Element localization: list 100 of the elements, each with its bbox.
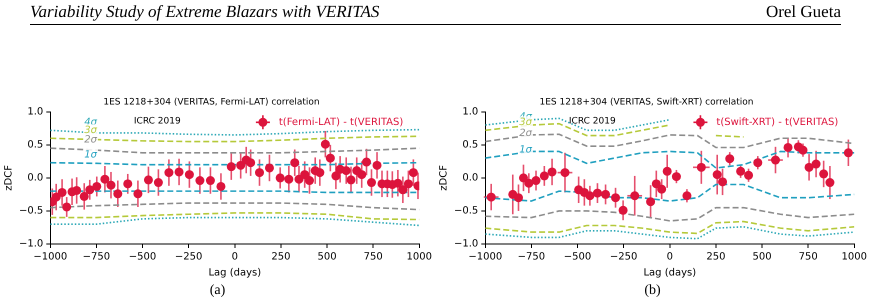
line-series bbox=[485, 226, 854, 240]
point bbox=[300, 170, 310, 180]
point bbox=[804, 162, 814, 172]
point bbox=[85, 185, 94, 194]
point bbox=[80, 192, 89, 201]
point bbox=[518, 173, 528, 182]
point bbox=[404, 179, 413, 188]
point bbox=[305, 176, 314, 186]
point bbox=[812, 160, 821, 169]
text: t(Swift-XRT) - t(VERITAS) bbox=[716, 116, 838, 128]
point bbox=[372, 160, 382, 170]
point bbox=[276, 173, 285, 182]
y-tick-label: 1.0 bbox=[27, 106, 44, 118]
series-label: 3σ bbox=[84, 124, 98, 136]
point bbox=[255, 168, 264, 178]
x-axis-title: Lag (days) bbox=[208, 268, 262, 279]
point bbox=[611, 193, 620, 202]
point bbox=[662, 166, 672, 176]
text: Orel Gueta bbox=[766, 2, 841, 22]
point bbox=[560, 168, 570, 178]
point bbox=[408, 168, 418, 178]
text: (a) bbox=[208, 283, 226, 299]
point bbox=[315, 168, 324, 178]
text: Variability Study of Extreme Blazars with VERITAS bbox=[30, 2, 380, 22]
point bbox=[195, 176, 204, 186]
point bbox=[524, 178, 534, 188]
point bbox=[106, 180, 116, 190]
point bbox=[62, 202, 72, 212]
y-tick-label: −1.0 bbox=[454, 238, 478, 250]
point bbox=[601, 190, 610, 199]
point bbox=[682, 191, 692, 200]
point bbox=[164, 168, 174, 178]
point bbox=[646, 197, 656, 206]
y-tick-label: 0.5 bbox=[27, 139, 44, 150]
point bbox=[246, 158, 256, 168]
x-tick-label: 0 bbox=[232, 252, 238, 263]
point bbox=[284, 174, 294, 184]
chart-title: 1ES 1218+304 (VERITAS, Swift-XRT) correlation bbox=[540, 98, 754, 108]
point bbox=[320, 140, 330, 149]
series-label: 1σ bbox=[519, 144, 533, 156]
point bbox=[753, 158, 762, 168]
x-tick-label: 0 bbox=[666, 252, 673, 263]
x-tick-label: −1000 bbox=[468, 252, 502, 263]
text: (b) bbox=[643, 283, 662, 299]
x-tick-label: 500 bbox=[752, 252, 772, 263]
point bbox=[100, 174, 110, 184]
line-series bbox=[485, 220, 854, 234]
x-axis-title: Lag (days) bbox=[643, 268, 696, 279]
y-tick-label: −0.5 bbox=[18, 206, 44, 217]
point bbox=[718, 177, 728, 186]
x-tick-label: −250 bbox=[174, 252, 202, 263]
point bbox=[398, 185, 408, 194]
x-tick-label: 750 bbox=[798, 252, 818, 263]
series-label: 1σ bbox=[84, 149, 98, 160]
y-tick-label: 0.0 bbox=[462, 172, 478, 184]
point bbox=[184, 170, 194, 180]
point bbox=[326, 154, 335, 163]
point bbox=[712, 170, 722, 180]
x-tick-label: −1000 bbox=[33, 252, 68, 263]
point bbox=[72, 186, 82, 195]
point bbox=[174, 167, 184, 176]
point bbox=[123, 179, 132, 188]
point bbox=[92, 182, 102, 191]
point bbox=[672, 172, 681, 182]
x-tick-label: −250 bbox=[610, 252, 638, 263]
point bbox=[216, 182, 226, 191]
point bbox=[52, 192, 61, 202]
point bbox=[206, 176, 215, 186]
y-tick-label: 0.0 bbox=[27, 172, 44, 184]
point bbox=[770, 156, 780, 165]
point bbox=[290, 158, 300, 168]
point bbox=[825, 178, 834, 188]
text: t(Fermi-LAT) - t(VERITAS) bbox=[278, 116, 404, 128]
point bbox=[725, 154, 734, 164]
point bbox=[264, 163, 274, 172]
point bbox=[696, 162, 706, 172]
point bbox=[366, 178, 376, 188]
point bbox=[744, 170, 754, 180]
y-tick-label: −0.5 bbox=[454, 206, 478, 217]
x-tick-label: −750 bbox=[518, 252, 546, 263]
x-tick-label: 500 bbox=[317, 252, 337, 263]
x-tick-label: 750 bbox=[364, 252, 383, 263]
series-label: 2σ bbox=[519, 128, 533, 140]
point bbox=[784, 142, 793, 152]
point bbox=[657, 184, 666, 194]
point bbox=[736, 166, 746, 176]
y-axis-title: zDCF bbox=[4, 164, 15, 191]
point bbox=[540, 171, 549, 180]
x-tick-label: −750 bbox=[82, 252, 110, 263]
series-label: 3σ bbox=[519, 116, 533, 128]
chart-title: 1ES 1218+304 (VERITAS, Fermi-LAT) correlation bbox=[103, 98, 320, 108]
x-tick-label: 1000 bbox=[406, 252, 432, 263]
point bbox=[486, 192, 496, 202]
point bbox=[592, 188, 602, 198]
y-tick-label: −1.0 bbox=[18, 238, 44, 250]
point bbox=[154, 178, 163, 188]
point bbox=[357, 170, 366, 180]
point bbox=[819, 169, 828, 178]
y-tick-label: 0.5 bbox=[462, 139, 478, 150]
x-tick-label: −500 bbox=[564, 252, 592, 263]
